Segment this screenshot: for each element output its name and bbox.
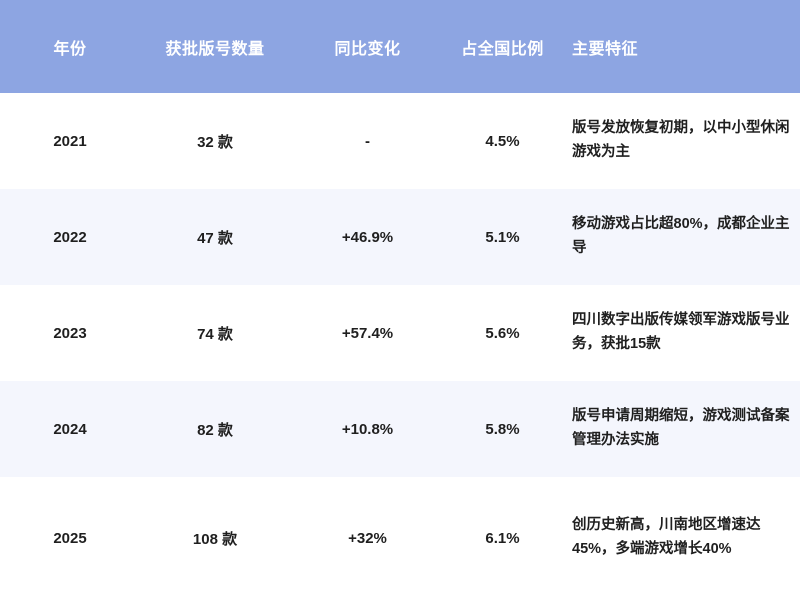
- cell-count: 74 款: [197, 325, 233, 343]
- table-header: 年份 获批版号数量 同比变化 占全国比例 主要特征: [0, 0, 800, 93]
- table-row: 2022 47 款 +46.9% 5.1% 移动游戏占比超80%，成都企业主导: [0, 189, 800, 285]
- cell-share: 6.1%: [485, 529, 520, 547]
- column-header-yoy[interactable]: 同比变化: [334, 40, 401, 58]
- cell-share: 4.5%: [485, 132, 520, 150]
- table-row: 2024 82 款 +10.8% 5.8% 版号申请周期缩短，游戏测试备案管理办…: [0, 381, 800, 477]
- table-row: 2023 74 款 +57.4% 5.6% 四川数字出版传媒领军游戏版号业务，获…: [0, 285, 800, 381]
- cell-year: 2021: [53, 132, 87, 150]
- cell-yoy: +10.8%: [341, 420, 394, 438]
- column-header-count[interactable]: 获批版号数量: [165, 40, 265, 58]
- cell-count: 108 款: [192, 530, 238, 548]
- cell-year: 2025: [53, 529, 87, 547]
- column-header-share[interactable]: 占全国比例: [461, 40, 544, 58]
- cell-count: 47 款: [197, 229, 233, 247]
- cell-feature: 移动游戏占比超80%，成都企业主导: [572, 216, 790, 256]
- cell-year: 2024: [53, 420, 87, 438]
- cell-count: 32 款: [197, 133, 233, 151]
- cell-yoy: +46.9%: [341, 228, 394, 246]
- cell-year: 2023: [53, 324, 87, 342]
- table-row: 2021 32 款 - 4.5% 版号发放恢复初期，以中小型休闲游戏为主: [0, 93, 800, 189]
- cell-year: 2022: [53, 228, 87, 246]
- cell-feature: 版号发放恢复初期，以中小型休闲游戏为主: [572, 120, 790, 160]
- table-header-row: 年份 获批版号数量 同比变化 占全国比例 主要特征: [0, 0, 800, 93]
- cell-feature: 版号申请周期缩短，游戏测试备案管理办法实施: [572, 408, 790, 448]
- cell-yoy: -: [365, 132, 370, 150]
- column-header-year[interactable]: 年份: [53, 40, 87, 58]
- cell-yoy: +57.4%: [341, 324, 394, 342]
- column-header-feature[interactable]: 主要特征: [572, 40, 639, 58]
- table-body: 2021 32 款 - 4.5% 版号发放恢复初期，以中小型休闲游戏为主 202…: [0, 93, 800, 599]
- cell-feature: 四川数字出版传媒领军游戏版号业务，获批15款: [572, 312, 790, 352]
- table-row: 2025 108 款 +32% 6.1% 创历史新高，川南地区增速达45%，多端…: [0, 477, 800, 599]
- cell-share: 5.8%: [485, 420, 520, 438]
- cell-count: 82 款: [197, 421, 233, 439]
- cell-yoy: +32%: [348, 529, 387, 547]
- cell-share: 5.6%: [485, 324, 520, 342]
- cell-feature: 创历史新高，川南地区增速达45%，多端游戏增长40%: [572, 517, 761, 557]
- cell-share: 5.1%: [485, 228, 520, 246]
